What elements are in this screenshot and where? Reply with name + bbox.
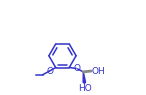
Polygon shape xyxy=(83,72,86,83)
Text: O: O xyxy=(73,64,80,73)
Text: HO: HO xyxy=(78,84,92,93)
Text: O: O xyxy=(46,66,53,76)
Text: OH: OH xyxy=(92,66,105,76)
